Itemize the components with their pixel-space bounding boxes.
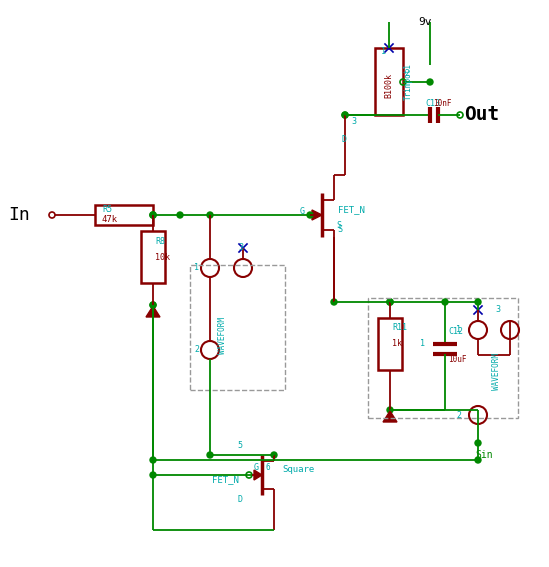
- Circle shape: [342, 112, 348, 118]
- Circle shape: [342, 112, 348, 118]
- Polygon shape: [254, 470, 262, 480]
- Polygon shape: [312, 210, 322, 220]
- Text: WAVEFORM: WAVEFORM: [492, 353, 501, 391]
- Text: 3: 3: [238, 243, 243, 252]
- Text: Square: Square: [282, 466, 314, 475]
- Circle shape: [207, 212, 213, 218]
- Text: B100k: B100k: [384, 73, 394, 98]
- Text: 9v: 9v: [418, 17, 432, 27]
- Text: Out: Out: [464, 105, 499, 125]
- Text: R5: R5: [102, 205, 112, 214]
- Circle shape: [150, 457, 156, 463]
- Circle shape: [150, 212, 156, 218]
- Text: 2: 2: [404, 70, 409, 78]
- Circle shape: [475, 440, 481, 446]
- Text: 2: 2: [456, 411, 461, 420]
- Text: 1: 1: [456, 325, 461, 335]
- Text: G: G: [254, 463, 259, 472]
- Text: 10uF: 10uF: [448, 356, 467, 365]
- Text: Sin: Sin: [475, 450, 492, 460]
- Text: G: G: [300, 206, 305, 215]
- Circle shape: [475, 299, 481, 305]
- Text: 3: 3: [495, 306, 500, 315]
- Bar: [378, 318, 402, 370]
- Text: 2: 2: [194, 345, 199, 354]
- Text: FET_N: FET_N: [338, 205, 365, 214]
- Text: R11: R11: [392, 324, 407, 332]
- Text: 47k: 47k: [102, 215, 118, 225]
- Bar: [95, 205, 153, 225]
- Text: 6: 6: [266, 463, 271, 472]
- Circle shape: [177, 212, 183, 218]
- Circle shape: [307, 212, 313, 218]
- Text: 1: 1: [381, 46, 386, 56]
- Text: C12: C12: [448, 328, 463, 336]
- Circle shape: [150, 302, 156, 308]
- Text: D: D: [342, 136, 347, 145]
- Text: 10k: 10k: [155, 252, 170, 261]
- Text: 1: 1: [194, 264, 199, 273]
- Text: 3: 3: [351, 117, 356, 126]
- Text: In: In: [8, 206, 30, 224]
- Text: D: D: [237, 496, 242, 505]
- Text: C13: C13: [425, 99, 440, 108]
- Text: 10nF: 10nF: [433, 99, 451, 108]
- Text: Trimpot1: Trimpot1: [404, 63, 413, 100]
- Bar: [190, 265, 285, 390]
- Bar: [368, 298, 518, 418]
- Circle shape: [207, 452, 213, 458]
- Text: 5: 5: [237, 441, 242, 450]
- Polygon shape: [146, 306, 160, 317]
- Text: 1: 1: [420, 340, 425, 349]
- Circle shape: [427, 79, 433, 85]
- Circle shape: [475, 457, 481, 463]
- Circle shape: [271, 452, 277, 458]
- Circle shape: [387, 407, 393, 413]
- Bar: [141, 231, 165, 283]
- Text: S: S: [336, 221, 341, 230]
- Circle shape: [331, 299, 337, 305]
- Polygon shape: [383, 411, 397, 422]
- Circle shape: [150, 472, 156, 478]
- Text: WAVEFORM: WAVEFORM: [218, 316, 227, 353]
- Text: 1k: 1k: [392, 340, 402, 349]
- Text: S: S: [337, 225, 342, 234]
- Text: R8: R8: [155, 236, 165, 246]
- Circle shape: [442, 299, 448, 305]
- Circle shape: [387, 299, 393, 305]
- Circle shape: [150, 302, 156, 308]
- Bar: [375, 48, 403, 115]
- Text: FET_N: FET_N: [212, 476, 239, 484]
